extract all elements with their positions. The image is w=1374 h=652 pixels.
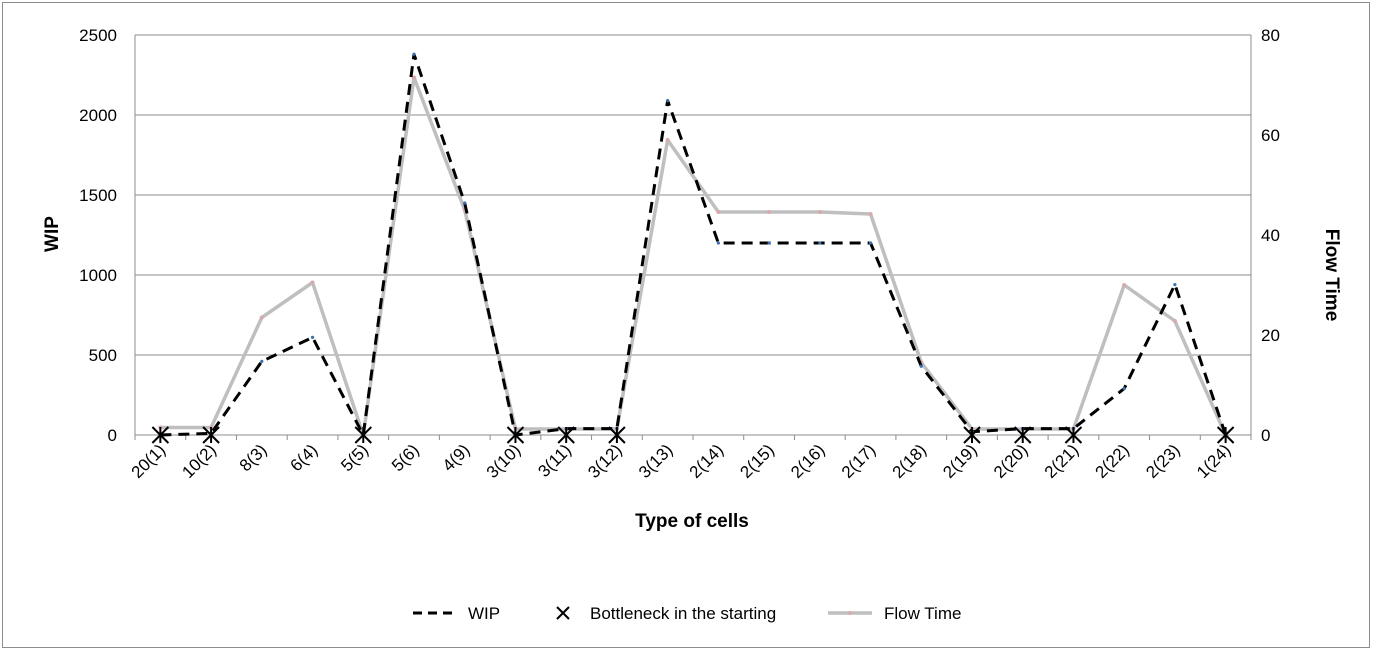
wip-point-13 (818, 241, 822, 245)
x-axis-ticks: 20(1) 10(2) 8(3) 6(4) 5(5) 5(6) 4(9) 3(10) 3(11)… (128, 440, 1235, 481)
grid-layer (134, 34, 1252, 440)
x-tick-label-17: 2(20) (990, 440, 1031, 481)
bottleneck-marker-6 (963, 426, 981, 444)
wip-point-6 (463, 201, 467, 205)
right-tick-label-0: 0 (1261, 426, 1270, 445)
left-tick-label-4: 2000 (79, 106, 117, 125)
flowtime-point-13 (817, 210, 822, 214)
legend-flowtime-label: Flow Time (884, 604, 961, 623)
wip-point-5 (412, 52, 416, 56)
x-tick-label-7: 3(10) (483, 440, 524, 481)
x-tick-label-8: 3(11) (534, 440, 575, 481)
wip-point-11 (716, 241, 720, 245)
x-tick-label-0: 20(1) (128, 440, 169, 481)
right-tick-label-2: 40 (1261, 226, 1280, 245)
x-tick-label-14: 2(17) (838, 440, 879, 481)
flowtime-point-11 (716, 210, 721, 214)
x-tick-label-5: 5(6) (388, 440, 423, 475)
x-tick-label-2: 8(3) (236, 440, 271, 475)
legend-bottleneck-swatch (556, 606, 570, 620)
bottleneck-marker-1 (202, 426, 220, 444)
series-layer (151, 52, 1235, 444)
flowtime-line (160, 75, 1228, 437)
left-tick-label-0: 0 (108, 426, 117, 445)
bottleneck-marker-5 (608, 426, 626, 444)
bottleneck-marker-4 (557, 426, 575, 444)
flowtime-point-19 (1122, 283, 1127, 287)
bottleneck-marker-8 (1064, 426, 1083, 444)
bottleneck-marker-9 (1216, 426, 1235, 444)
x-axis-title: Type of cells (635, 511, 749, 532)
flowtime-point-3 (310, 280, 315, 285)
legend-bottleneck-label: Bottleneck in the starting (590, 604, 776, 623)
flowtime-point-12 (767, 210, 772, 214)
x-tick-label-11: 2(14) (686, 440, 727, 481)
wip-point-10 (666, 99, 670, 103)
x-tick-label-10: 3(13) (635, 440, 676, 481)
legend-flowtime-marker (848, 611, 852, 615)
x-tick-label-3: 6(4) (287, 440, 322, 475)
wip-line (160, 52, 1228, 437)
x-tick-label-13: 2(16) (787, 440, 828, 481)
bottleneck-marker-0 (151, 426, 170, 444)
right-tick-label-1: 20 (1261, 326, 1280, 345)
bottleneck-marker-7 (1014, 426, 1032, 444)
x-tick-label-9: 3(12) (584, 440, 625, 481)
x-tick-label-12: 2(15) (736, 440, 777, 481)
wip-point-15 (919, 364, 923, 368)
flowtime-point-5 (412, 75, 416, 80)
right-axis-ticks: 0 20 40 60 80 (1261, 26, 1280, 445)
legend-wip-label: WIP (468, 604, 500, 623)
y2-axis-title: Flow Time (1321, 229, 1342, 322)
x-tick-label-18: 2(21) (1041, 440, 1082, 481)
wip-point-2 (260, 359, 264, 363)
left-tick-label-3: 1500 (79, 186, 117, 205)
wip-point-3 (310, 335, 315, 339)
legend: WIP Bottleneck in the starting Flow Time (413, 604, 961, 623)
wip-point-19 (1122, 387, 1126, 391)
x-tick-label-20: 2(23) (1142, 440, 1183, 481)
x-tick-label-16: 2(19) (939, 440, 980, 481)
flowtime-point-10 (665, 138, 670, 142)
wip-point-14 (868, 241, 873, 245)
right-tick-label-3: 60 (1261, 126, 1280, 145)
right-tick-label-4: 80 (1261, 26, 1280, 45)
left-axis-ticks: 0 500 1000 1500 2000 2500 (79, 26, 117, 445)
x-tick-label-21: 1(24) (1193, 440, 1234, 481)
x-tick-label-1: 10(2) (178, 440, 219, 481)
flowtime-point-20 (1172, 319, 1177, 323)
flowtime-point-2 (259, 315, 264, 320)
left-tick-label-1: 500 (89, 346, 117, 365)
x-tick-label-19: 2(22) (1092, 440, 1133, 481)
x-tick-label-6: 4(9) (439, 440, 474, 475)
wip-point-12 (767, 241, 771, 245)
y-axis-title: WIP (42, 216, 63, 252)
x-tick-label-15: 2(18) (889, 440, 930, 481)
bottleneck-marker-2 (354, 426, 372, 444)
x-tick-label-4: 5(5) (337, 440, 372, 475)
bottleneck-marker-3 (506, 426, 525, 444)
left-tick-label-2: 1000 (79, 266, 117, 285)
wip-point-20 (1173, 283, 1177, 287)
flowtime-point-14 (868, 212, 873, 216)
left-tick-label-5: 2500 (79, 26, 117, 45)
